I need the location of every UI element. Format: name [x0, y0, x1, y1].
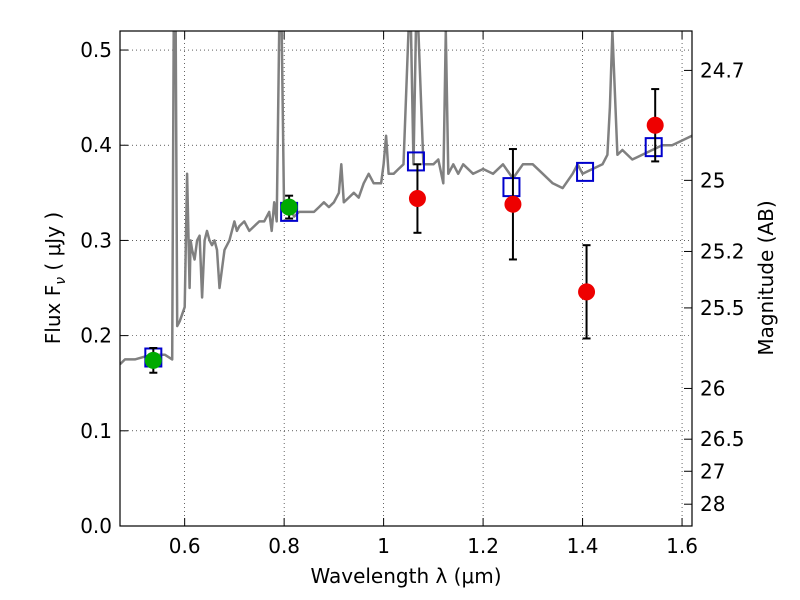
- y-axis: 0.0 0.1 0.2 0.3 0.4 0.5: [80, 38, 128, 538]
- y2-tick-label: 27: [700, 459, 725, 483]
- y2-tick-label: 25: [700, 168, 725, 192]
- x-tick-label: 1.4: [567, 534, 599, 558]
- x-tick-label: 1: [377, 534, 390, 558]
- y2-tick-label: 26.5: [700, 427, 745, 451]
- y2-tick-label: 25.2: [700, 239, 745, 263]
- y-tick-label: 0.5: [80, 38, 112, 62]
- y-axis-label-main: Flux F: [41, 285, 65, 344]
- y2-axis-label: Magnitude (AB): [754, 200, 778, 355]
- x-tick-label: 1.2: [467, 534, 499, 558]
- model-square-point: [644, 137, 663, 158]
- x-tick-label: 1.6: [666, 534, 698, 558]
- spectrum-line: [120, 31, 692, 366]
- y2-tick-label: 25.5: [700, 296, 745, 320]
- y-axis-label: Flux Fν ( μJy ): [41, 212, 69, 344]
- y-axis-label-group: Flux Fν ( μJy ): [41, 212, 69, 344]
- observed-point: [646, 116, 664, 134]
- model-square-point: [576, 161, 595, 182]
- y-tick-label: 0.2: [80, 324, 112, 348]
- observed-point: [408, 190, 426, 208]
- model-square-point: [406, 151, 425, 172]
- y2-axis: 24.7 25 25.2 25.5 26 26.5 27 28: [684, 58, 745, 516]
- y-tick-label: 0.1: [80, 419, 112, 443]
- observed-point: [280, 198, 298, 216]
- y-tick-label: 0.3: [80, 228, 112, 252]
- y2-tick-label: 24.7: [700, 58, 745, 82]
- y-tick-label: 0.4: [80, 133, 112, 157]
- x-tick-label: 0.8: [268, 534, 300, 558]
- y-axis-label-subscript: ν: [53, 277, 69, 285]
- observed-point: [144, 351, 162, 369]
- plot-frame: [119, 30, 693, 527]
- observed-point: [578, 283, 596, 301]
- observed-point: [504, 195, 522, 213]
- x-axis-label: Wavelength λ (μm): [310, 564, 501, 588]
- y-axis-label-unit: ( μJy ): [41, 212, 65, 277]
- x-tick-label: 0.6: [169, 534, 201, 558]
- y2-axis-label-group: Magnitude (AB): [754, 200, 778, 355]
- x-axis: 0.6 0.8 1 1.2 1.4 1.6: [169, 31, 698, 558]
- y-tick-label: 0.0: [80, 514, 112, 538]
- y2-tick-label: 26: [700, 376, 725, 400]
- errorbar-layer: [144, 88, 664, 374]
- y2-tick-label: 28: [700, 492, 725, 516]
